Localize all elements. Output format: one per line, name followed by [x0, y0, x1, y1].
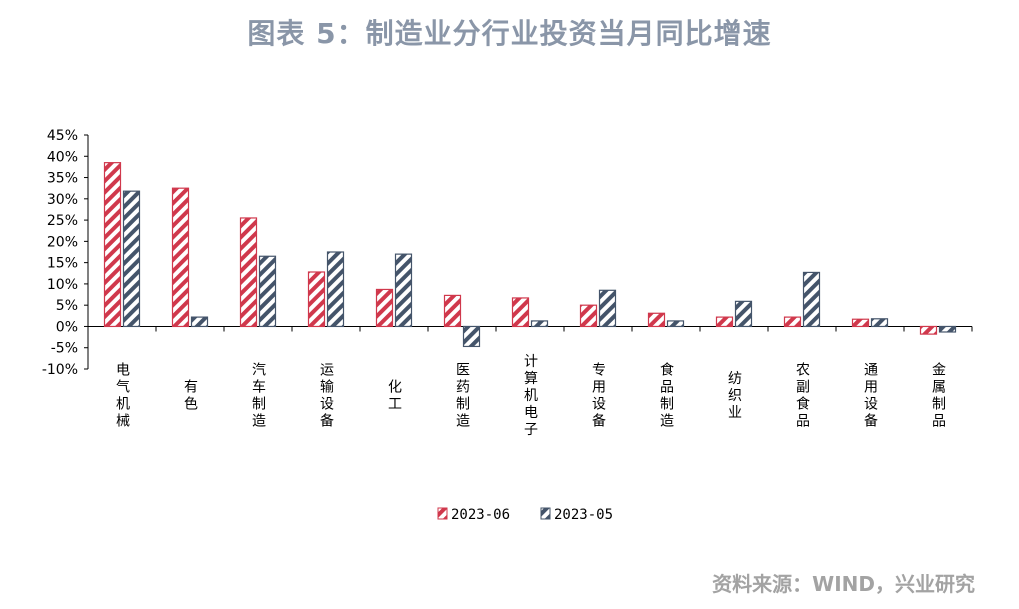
bar-2023-05-农副食品 [802, 271, 821, 328]
bar-2023-06-农副食品 [783, 316, 802, 328]
category-label: 医药制造 [454, 362, 470, 430]
bar-2023-05-运输设备 [326, 251, 345, 328]
bar-2023-05-食品制造 [666, 320, 685, 328]
legend-label: 2023-05 [554, 507, 613, 523]
y-tick-label: 20% [47, 234, 78, 250]
chart-title: 图表 5：制造业分行业投资当月同比增速 [247, 17, 772, 50]
bar-2023-06-医药制造 [443, 294, 462, 328]
category-label: 计算机电子 [522, 354, 538, 439]
y-axis: -10% -5% 0% 5% 10% 15% 20% 25% 30% 35% 40% 45% [42, 128, 89, 378]
category-label: 有色 [182, 379, 198, 413]
bar-2023-05-专用设备 [598, 289, 617, 328]
y-tick-label: 35% [47, 171, 78, 187]
bar-2023-06-有色 [171, 187, 190, 328]
bar-2023-05-金属制品 [938, 325, 957, 333]
bar-2023-05-纺织业 [734, 300, 753, 328]
y-tick-label: -10% [42, 362, 78, 378]
bar-2023-06-运输设备 [307, 271, 326, 328]
bar-2023-06-食品制造 [647, 312, 666, 328]
y-tick-label: -5% [51, 341, 78, 357]
bar-2023-05-医药制造 [462, 325, 481, 348]
bar-2023-05-通用设备 [870, 318, 889, 328]
y-tick-label: 45% [47, 128, 78, 144]
category-label: 纺织业 [726, 371, 742, 422]
bar-2023-06-电气机械 [103, 162, 122, 328]
bar-2023-06-通用设备 [851, 318, 870, 328]
y-tick-label: 30% [47, 192, 78, 208]
bar-2023-05-电气机械 [122, 190, 141, 328]
bar-2023-06-计算机电子 [511, 297, 530, 328]
category-label: 通用设备 [862, 362, 878, 430]
bar-2023-06-化工 [375, 288, 394, 328]
y-tick-label: 0% [56, 319, 78, 335]
category-label: 金属制品 [930, 362, 946, 430]
x-axis [87, 325, 973, 332]
category-label: 化工 [386, 379, 402, 413]
category-label: 食品制造 [658, 361, 674, 430]
bar-2023-05-有色 [190, 316, 209, 328]
bar-2023-06-专用设备 [579, 304, 598, 328]
bar-2023-05-计算机电子 [530, 320, 549, 328]
y-tick-label: 15% [47, 256, 78, 272]
category-labels: 电气机械 有色 汽车制造 运输设备 化工 医药制造 计算机电子 专用设备 食品制造 纺织业 农副食品… [114, 354, 946, 439]
legend: 2023-06 2023-05 [437, 507, 613, 523]
bar-2023-06-汽车制造 [239, 217, 258, 328]
category-label: 农副食品 [794, 362, 810, 430]
category-label: 电气机械 [114, 362, 130, 430]
legend-swatch-2023-05 [540, 507, 551, 520]
source-note: 资料来源：WIND，兴业研究 [712, 572, 975, 596]
category-label: 专用设备 [590, 362, 606, 430]
y-tick-label: 10% [47, 277, 78, 293]
bar-2023-05-汽车制造 [258, 255, 277, 328]
bars [103, 162, 957, 348]
y-tick-label: 25% [47, 213, 78, 229]
legend-swatch-2023-06 [437, 507, 448, 520]
category-label: 运输设备 [318, 362, 334, 430]
y-tick-label: 5% [56, 298, 78, 314]
y-tick-label: 40% [47, 149, 78, 165]
bar-2023-05-化工 [394, 253, 413, 328]
bar-2023-06-金属制品 [919, 325, 938, 335]
bar-2023-06-纺织业 [715, 316, 734, 328]
category-label: 汽车制造 [250, 362, 266, 430]
legend-label: 2023-06 [451, 507, 510, 523]
